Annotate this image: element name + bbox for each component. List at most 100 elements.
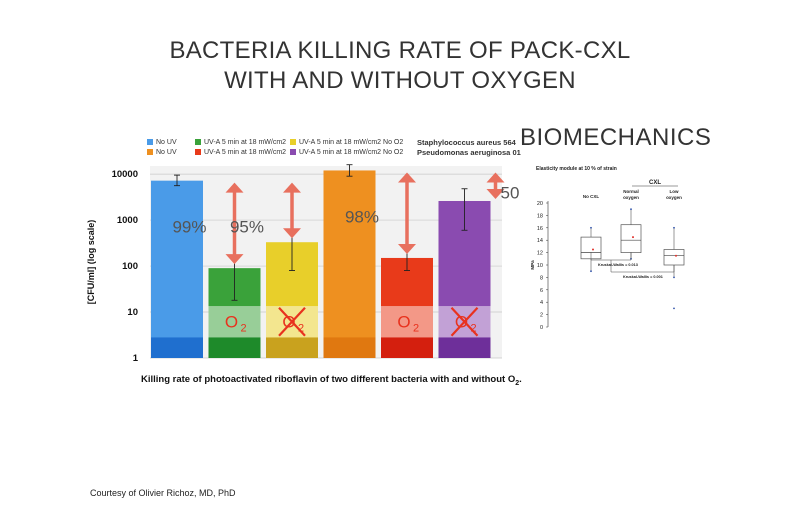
arrow-head-down	[486, 188, 505, 199]
boxplot-group-1: No CXL	[580, 194, 602, 273]
boxplot-tick-label: 14	[537, 238, 543, 244]
arrow-head-up	[486, 172, 505, 183]
bar-rect	[323, 170, 376, 358]
arrow-head-up	[283, 182, 301, 193]
bar-base-shade	[381, 337, 433, 358]
boxplot-tick-label: 2	[540, 313, 543, 319]
bar-rect	[151, 180, 203, 358]
arrow-head-down	[225, 254, 244, 265]
boxplot-group-label: Low	[670, 189, 679, 194]
boxplot-group-label: Normal	[623, 189, 639, 194]
boxplot-tick-label: 18	[537, 213, 543, 219]
legend-label: UV-A 5 min at 18 mW/cm2	[204, 139, 287, 146]
boxplot-title: Elasticity module at 10 % of strain	[536, 166, 617, 172]
reduction-arrow	[283, 182, 301, 239]
slide-title: BACTERIA KILLING RATE OF PACK-CXL WITH A…	[0, 36, 800, 96]
annotation-label: 95%	[230, 218, 264, 237]
oxygen-label: O	[225, 313, 238, 332]
oxygen-band	[381, 306, 433, 338]
y-tick-label: 1	[133, 353, 139, 364]
slide-title-line-1: BACTERIA KILLING RATE OF PACK-CXL	[169, 37, 631, 64]
legend-swatch	[147, 139, 153, 145]
boxplot-tick-label: 8	[540, 275, 543, 281]
mean-marker	[592, 248, 594, 251]
boxplot-tick-label: 0	[540, 325, 543, 331]
bar-1	[151, 174, 203, 358]
annotation-label: 98%	[345, 207, 379, 226]
y-tick-label: 10	[127, 307, 138, 318]
boxplot-tick-label: 20	[537, 201, 543, 207]
annotation-label: 99%	[172, 218, 206, 237]
legend-item-red: UV-A 5 min at 18 mW/cm2	[195, 148, 286, 157]
legend-label: UV-A 5 min at 18 mW/cm2	[204, 149, 287, 156]
oxygen-subscript: 2	[298, 323, 304, 335]
legend-item-green: UV-A 5 min at 18 mW/cm2	[195, 138, 286, 147]
box	[663, 249, 685, 266]
legend-label: UV-A 5 min at 18 mW/cm2 No O2	[299, 149, 404, 156]
boxplot-y-label: MPa	[530, 260, 535, 270]
bar-base-shade	[323, 337, 376, 358]
elasticity-boxplot: Elasticity module at 10 % of strain 0 2 4 6 8…	[530, 166, 685, 331]
whisker-end-marker	[590, 226, 592, 229]
bar-base-shade	[438, 337, 491, 358]
y-axis-label: [CFU/ml] (log scale)	[86, 220, 96, 305]
outlier-marker	[673, 307, 675, 310]
reduction-arrow	[225, 182, 244, 265]
boxplot-group-label: oxygen	[666, 195, 682, 200]
courtesy-credit: Courtesy of Olivier Richoz, MD, PhD	[90, 488, 236, 498]
legend-swatch	[147, 149, 153, 155]
boxplot-tick-label: 10	[537, 263, 543, 269]
oxygen-label: O	[397, 313, 410, 332]
oxygen-band	[208, 306, 261, 338]
legend-strain-staphylococcus: Staphylococcus aureus 564	[417, 138, 516, 147]
oxygen-subscript: 2	[240, 323, 246, 335]
oxygen-subscript: 2	[413, 323, 419, 335]
y-tick-label: 100	[122, 261, 138, 272]
legend-label: No UV	[156, 139, 177, 146]
slide-title-line-2: WITH AND WITHOUT OXYGEN	[224, 67, 576, 94]
legend-item-purple: UV-A 5 min at 18 mW/cm2 No O2	[290, 148, 403, 157]
legend-item-blue: No UV	[147, 138, 177, 147]
arrow-head-up	[225, 182, 244, 193]
legend-label: UV-A 5 min at 18 mW/cm2 No O2	[299, 139, 404, 146]
chart-legend: No UV UV-A 5 min at 18 mW/cm2 UV-A 5 min…	[147, 138, 527, 164]
arrow-head-down	[398, 243, 416, 254]
mean-marker	[675, 254, 677, 257]
bar-4	[323, 164, 376, 358]
caption-end: .	[519, 374, 522, 385]
legend-label: No UV	[156, 149, 177, 156]
box	[620, 224, 642, 253]
boxplot-tick-label: 4	[540, 300, 543, 306]
reduction-arrow	[398, 172, 416, 254]
boxplot-tick-label: 16	[537, 226, 543, 232]
boxplot-tick-label: 6	[540, 288, 543, 294]
whisker-end-marker	[590, 270, 592, 273]
y-tick-label: 10000	[112, 169, 138, 180]
chart-caption: Killing rate of photoactivated riboflavi…	[141, 374, 522, 387]
caption-text: Killing rate of photoactivated riboflavi…	[141, 374, 516, 385]
biomechanics-heading: BIOMECHANICS	[520, 124, 712, 151]
boxplot-tick-label: 12	[537, 251, 543, 257]
oxygen-subscript: 2	[470, 323, 476, 335]
whisker-end-marker	[630, 208, 632, 211]
legend-swatch	[195, 139, 201, 145]
bar-base-shade	[151, 337, 203, 358]
bar-base-shade	[266, 337, 318, 358]
whisker-end-marker	[673, 226, 675, 229]
strike-line	[450, 306, 479, 337]
significance-bracket	[610, 260, 675, 273]
arrow-head-down	[283, 228, 301, 239]
mean-marker	[632, 236, 634, 239]
boxplot-group-header: CXL	[649, 180, 661, 186]
whisker-end-marker	[673, 276, 675, 279]
significance-label: Kruskal-Wallis = 0.001	[623, 275, 663, 279]
y-tick-label: 1000	[117, 215, 138, 226]
reduction-arrow	[486, 172, 505, 199]
significance-label: Kruskal-Wallis = 0.013	[598, 263, 638, 267]
